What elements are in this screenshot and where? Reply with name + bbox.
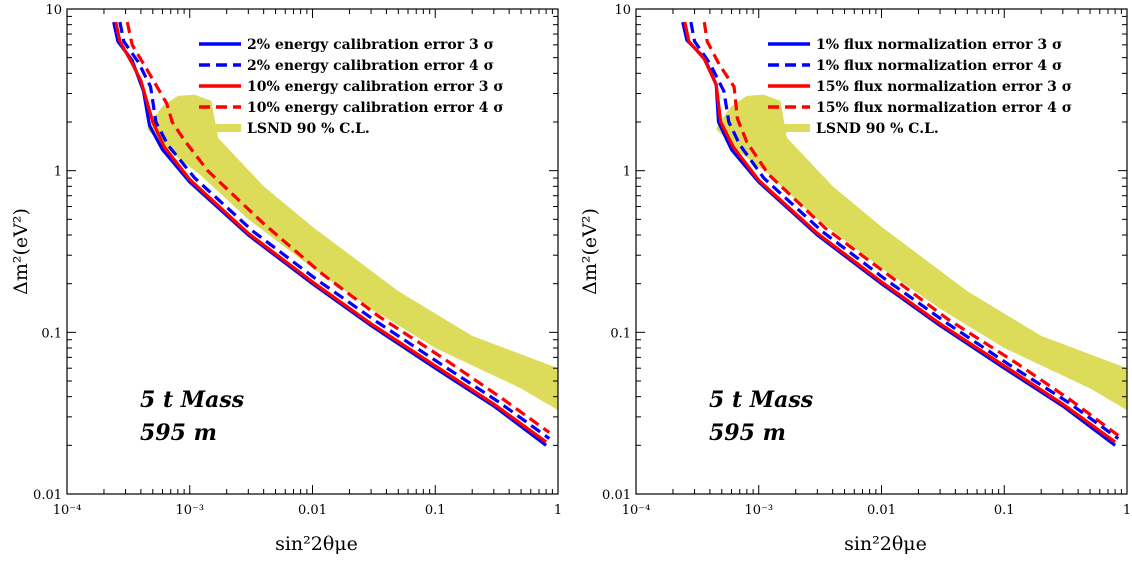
chart-panel-1: 10⁻⁴ 10⁻³ 0.01 0.1 1 0.01 0.1 1 10 sin²2θμe Δm²(eV… xyxy=(10,3,562,555)
legend-label-2: 1% flux normalization error 4 σ xyxy=(816,58,1062,74)
annotation-baseline: 595 m xyxy=(709,420,786,446)
series-line-2 xyxy=(118,21,551,440)
annotation-mass: 5 t Mass xyxy=(709,387,813,413)
series-line-4 xyxy=(125,21,551,434)
x-tick-label: 0.01 xyxy=(298,503,327,518)
x-tick-label: 10⁻⁴ xyxy=(53,503,82,518)
x-tick-label: 10⁻⁴ xyxy=(622,503,651,518)
lsnd-region xyxy=(147,94,558,411)
series-line-3 xyxy=(683,21,1117,444)
legend-label-3: 15% flux normalization error 3 σ xyxy=(816,79,1072,95)
x-tick-label: 10⁻³ xyxy=(175,503,204,518)
y-tick-label: 0.01 xyxy=(33,488,62,503)
x-tick-label: 1 xyxy=(1123,503,1131,518)
legend-label-lsnd: LSND 90 % C.L. xyxy=(816,121,939,137)
legend-label-2: 2% energy calibration error 4 σ xyxy=(247,58,494,74)
legend-label-lsnd: LSND 90 % C.L. xyxy=(247,121,370,137)
legend: 2% energy calibration error 3 σ 2% energy… xyxy=(199,37,504,137)
y-tick-label: 0.1 xyxy=(610,326,631,341)
y-axis-label: Δm²(eV²) xyxy=(10,208,32,295)
legend-label-4: 15% flux normalization error 4 σ xyxy=(816,100,1072,116)
series-line-3 xyxy=(114,21,548,444)
y-tick-label: 10 xyxy=(45,3,62,18)
annotation-baseline: 595 m xyxy=(140,420,217,446)
annotation-mass: 5 t Mass xyxy=(140,387,244,413)
legend-label-3: 10% energy calibration error 3 σ xyxy=(247,79,504,95)
x-tick-label: 0.01 xyxy=(867,503,896,518)
y-tick-label: 10 xyxy=(614,3,631,18)
x-axis-label: sin²2θμe xyxy=(275,533,358,555)
x-tick-label: 0.1 xyxy=(425,503,446,518)
legend-label-1: 2% energy calibration error 3 σ xyxy=(247,37,494,53)
chart-panel-2: 10⁻⁴ 10⁻³ 0.01 0.1 1 0.01 0.1 1 10 sin²2θμe Δm²(eV… xyxy=(579,3,1131,555)
x-tick-label: 0.1 xyxy=(994,503,1015,518)
legend-label-4: 10% energy calibration error 4 σ xyxy=(247,100,504,116)
y-tick-label: 0.01 xyxy=(602,488,631,503)
y-tick-label: 0.1 xyxy=(41,326,62,341)
y-tick-label: 1 xyxy=(54,165,62,180)
series-line-4 xyxy=(702,21,1120,437)
x-axis-label: sin²2θμe xyxy=(844,533,927,555)
y-tick-label: 1 xyxy=(623,165,631,180)
legend: 1% flux normalization error 3 σ 1% flux n… xyxy=(768,37,1072,137)
x-tick-label: 1 xyxy=(554,503,562,518)
lsnd-region xyxy=(716,94,1127,411)
x-tick-label: 10⁻³ xyxy=(744,503,773,518)
series-line-2 xyxy=(689,21,1120,440)
legend-label-1: 1% flux normalization error 3 σ xyxy=(816,37,1062,53)
y-axis-label: Δm²(eV²) xyxy=(579,208,601,295)
